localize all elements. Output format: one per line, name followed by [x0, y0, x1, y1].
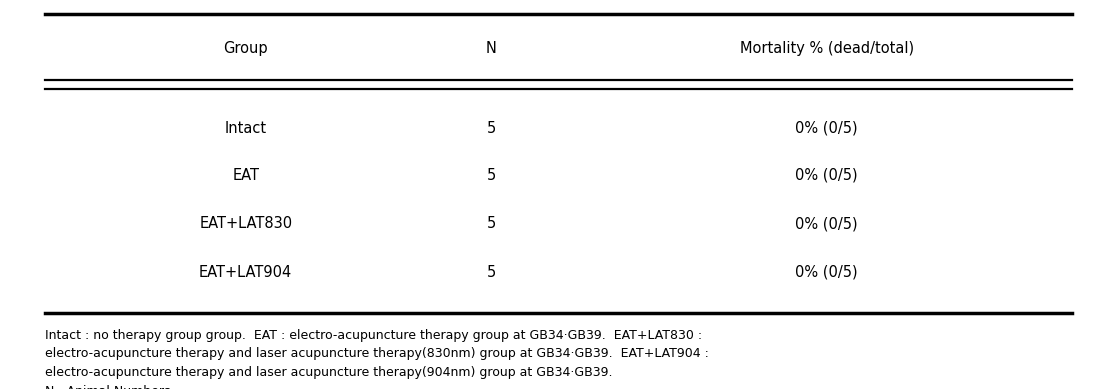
Text: N: N [486, 41, 497, 56]
Text: 5: 5 [487, 121, 496, 136]
Text: 0% (0/5): 0% (0/5) [795, 168, 858, 182]
Text: Mortality % (dead/total): Mortality % (dead/total) [739, 41, 914, 56]
Text: 0% (0/5): 0% (0/5) [795, 265, 858, 280]
Text: EAT: EAT [232, 168, 259, 182]
Text: EAT+LAT904: EAT+LAT904 [199, 265, 293, 280]
Text: EAT+LAT830: EAT+LAT830 [199, 216, 293, 231]
Text: 5: 5 [487, 265, 496, 280]
Text: N : Animal Numbers.: N : Animal Numbers. [45, 385, 174, 389]
Text: Intact : no therapy group group.  EAT : electro-acupuncture therapy group at GB3: Intact : no therapy group group. EAT : e… [45, 329, 701, 342]
Text: 0% (0/5): 0% (0/5) [795, 216, 858, 231]
Text: Group: Group [223, 41, 268, 56]
Text: Intact: Intact [225, 121, 267, 136]
Text: 0% (0/5): 0% (0/5) [795, 121, 858, 136]
Text: 5: 5 [487, 168, 496, 182]
Text: electro-acupuncture therapy and laser acupuncture therapy(904nm) group at GB34·G: electro-acupuncture therapy and laser ac… [45, 366, 612, 379]
Text: 5: 5 [487, 216, 496, 231]
Text: electro-acupuncture therapy and laser acupuncture therapy(830nm) group at GB34·G: electro-acupuncture therapy and laser ac… [45, 347, 708, 360]
